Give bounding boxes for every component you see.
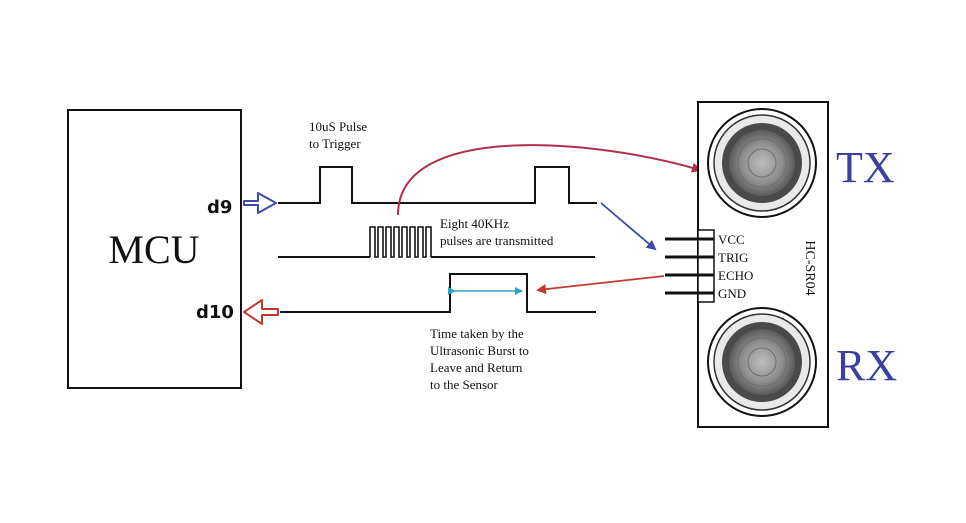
burst-caption-line2: pulses are transmitted (440, 233, 554, 248)
trigger-caption-line1: 10uS Pulse (309, 119, 367, 134)
echo-output-arrow (243, 299, 279, 325)
echo-caption-line2: Ultrasonic Burst to (430, 343, 529, 358)
tx-label: TX (836, 143, 895, 192)
pin-label-trig: TRIG (718, 250, 748, 265)
burst-caption-line1: Eight 40KHz (440, 216, 509, 231)
trigger-waveform (278, 166, 597, 204)
mcu-label: MCU (108, 227, 199, 272)
sensor-pin-header (665, 229, 715, 303)
echo-caption-line1: Time taken by the (430, 326, 524, 341)
mcu-box (67, 109, 242, 389)
echo-caption-line3: Leave and Return (430, 360, 523, 375)
pin-label-d10: d10 (196, 302, 234, 323)
pin-label-gnd: GND (718, 286, 746, 301)
echo-caption-line4: to the Sensor (430, 377, 499, 392)
rx-transducer (707, 307, 817, 417)
sensor-model-label: HC-SR04 (802, 240, 817, 295)
trigger-input-arrow (243, 192, 277, 214)
trigger-to-trig-arrow (600, 202, 657, 251)
burst-to-tx-arrow (397, 144, 702, 216)
tx-transducer (707, 108, 817, 218)
echo-waveform (280, 273, 596, 313)
pin-label-d9: d9 (207, 197, 232, 218)
rx-label: RX (836, 341, 897, 390)
burst-pulse-train (369, 226, 432, 258)
pin-label-echo: ECHO (718, 268, 753, 283)
pin-label-vcc: VCC (718, 232, 745, 247)
echo-to-waveform-arrow (536, 275, 665, 295)
trigger-caption-line2: to Trigger (309, 136, 361, 151)
